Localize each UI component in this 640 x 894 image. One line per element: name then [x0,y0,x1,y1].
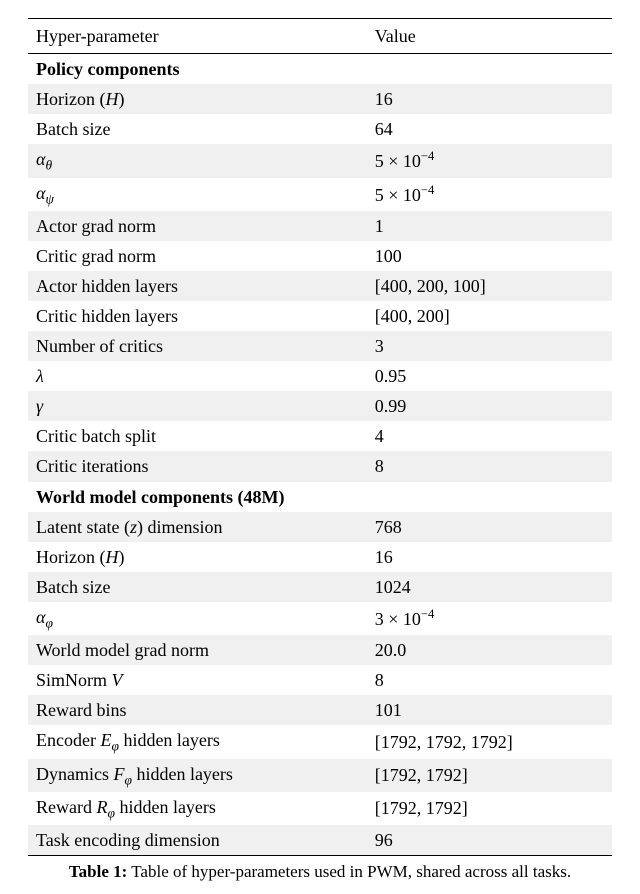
value-cell: 5 × 10−4 [367,144,612,177]
param-cell: Horizon (H) [28,542,367,572]
param-cell: Task encoding dimension [28,825,367,856]
value-cell: 1 [367,211,612,241]
value-cell: Value [367,19,612,54]
param-cell: αθ [28,144,367,177]
value-cell: 5 × 10−4 [367,178,612,211]
table-row: Critic grad norm100 [28,241,612,271]
value-cell: 96 [367,825,612,856]
param-cell: Number of critics [28,331,367,361]
table-row: Latent state (z) dimension768 [28,512,612,542]
value-cell: 3 × 10−4 [367,602,612,635]
param-cell: γ [28,391,367,421]
value-cell: 4 [367,421,612,451]
table-row: Encoder Eφ hidden layers[1792, 1792, 179… [28,725,612,758]
table-row: Policy components [28,54,612,85]
param-cell: αφ [28,602,367,635]
table-row: Hyper-parameterValue [28,19,612,54]
param-cell: Policy components [28,54,612,85]
caption-text: Table of hyper-parameters used in PWM, s… [127,862,571,881]
param-cell: Critic batch split [28,421,367,451]
table-row: Reward bins101 [28,695,612,725]
param-cell: World model components (48M) [28,482,612,512]
param-cell: Critic iterations [28,451,367,481]
table-row: World model components (48M) [28,482,612,512]
value-cell: 16 [367,84,612,114]
table-row: Dynamics Fφ hidden layers[1792, 1792] [28,759,612,792]
table-row: αφ3 × 10−4 [28,602,612,635]
table-row: γ0.99 [28,391,612,421]
table-row: Actor grad norm1 [28,211,612,241]
param-cell: Batch size [28,114,367,144]
table-row: Actor hidden layers[400, 200, 100] [28,271,612,301]
table-row: Horizon (H)16 [28,84,612,114]
table-row: Critic hidden layers[400, 200] [28,301,612,331]
param-cell: Actor hidden layers [28,271,367,301]
value-cell: 20.0 [367,635,612,665]
table-row: Critic batch split4 [28,421,612,451]
table-row: Batch size64 [28,114,612,144]
value-cell: [400, 200, 100] [367,271,612,301]
table-row: λ0.95 [28,361,612,391]
param-cell: Critic grad norm [28,241,367,271]
value-cell: 0.95 [367,361,612,391]
table-row: SimNorm V8 [28,665,612,695]
param-cell: αψ [28,178,367,211]
table-row: αθ5 × 10−4 [28,144,612,177]
value-cell: 3 [367,331,612,361]
value-cell: 101 [367,695,612,725]
value-cell: [1792, 1792, 1792] [367,725,612,758]
param-cell: Latent state (z) dimension [28,512,367,542]
param-cell: Critic hidden layers [28,301,367,331]
value-cell: 16 [367,542,612,572]
param-cell: World model grad norm [28,635,367,665]
table-row: Critic iterations8 [28,451,612,481]
value-cell: [1792, 1792] [367,792,612,825]
param-cell: Horizon (H) [28,84,367,114]
value-cell: 768 [367,512,612,542]
table-row: Task encoding dimension96 [28,825,612,856]
param-cell: λ [28,361,367,391]
table-row: Horizon (H)16 [28,542,612,572]
param-cell: Batch size [28,572,367,602]
value-cell: 64 [367,114,612,144]
param-cell: SimNorm V [28,665,367,695]
value-cell: 8 [367,665,612,695]
table-row: Reward Rφ hidden layers[1792, 1792] [28,792,612,825]
caption-label: Table 1: [69,862,127,881]
value-cell: [400, 200] [367,301,612,331]
value-cell: [1792, 1792] [367,759,612,792]
table-row: World model grad norm20.0 [28,635,612,665]
param-cell: Reward bins [28,695,367,725]
value-cell: 0.99 [367,391,612,421]
param-cell: Hyper-parameter [28,19,367,54]
param-cell: Dynamics Fφ hidden layers [28,759,367,792]
table-body: Hyper-parameterValuePolicy componentsHor… [28,19,612,856]
value-cell: 100 [367,241,612,271]
table-row: Number of critics3 [28,331,612,361]
param-cell: Encoder Eφ hidden layers [28,725,367,758]
value-cell: 1024 [367,572,612,602]
value-cell: 8 [367,451,612,481]
table-caption: Table 1: Table of hyper-parameters used … [28,862,612,882]
param-cell: Actor grad norm [28,211,367,241]
table-row: Batch size1024 [28,572,612,602]
hyperparam-table: Hyper-parameterValuePolicy componentsHor… [28,18,612,856]
param-cell: Reward Rφ hidden layers [28,792,367,825]
table-row: αψ5 × 10−4 [28,178,612,211]
